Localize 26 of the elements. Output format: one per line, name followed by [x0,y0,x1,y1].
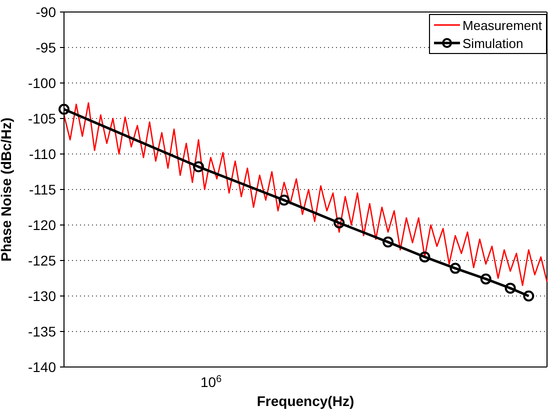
y-tick-label: -120 [28,217,56,233]
text: 10$^{6}$ [200,374,222,390]
y-tick-label: -95 [36,40,56,56]
y-tick-label: -130 [28,288,56,304]
y-tick-label: -100 [28,75,56,91]
y-tick-label: -115 [29,182,56,198]
y-tick-label: -125 [28,252,56,268]
point [278,194,290,206]
x-axis-title: Frequency(Hz) [256,393,354,409]
point [450,262,461,274]
point [419,251,430,262]
point [382,236,394,248]
legend-label: Measurement [462,18,542,32]
point [58,104,70,115]
y-tick-label: -90 [36,4,56,20]
point [193,161,204,172]
point [504,282,516,294]
y-axis-title: Phase Noise (dBc/Hz) [0,118,14,262]
y-tick-label: -140 [28,359,56,375]
point [480,273,492,284]
point [523,290,534,302]
legend-label: Simulation [462,36,524,50]
y-tick-label: -110 [29,146,56,162]
y-tick-label: -135 [28,324,56,340]
point [334,217,345,228]
y-tick-label: -105 [28,110,56,126]
